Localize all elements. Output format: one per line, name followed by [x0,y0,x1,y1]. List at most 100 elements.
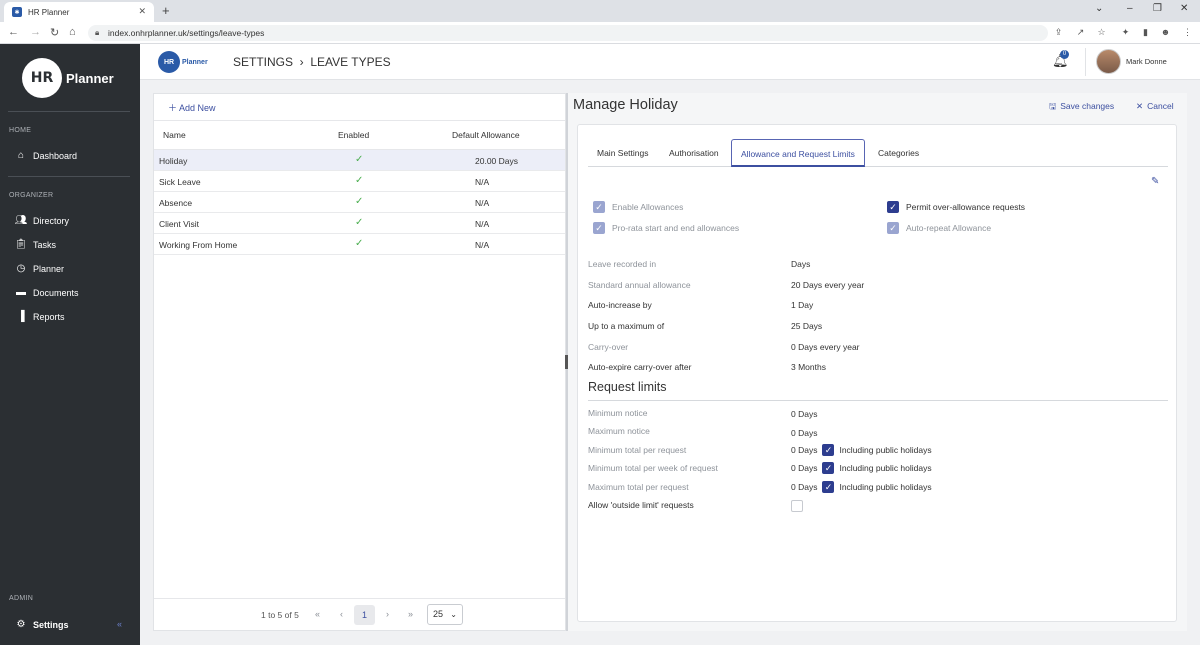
sidebar-item-reports[interactable]: ▐ Reports [14,311,65,322]
setting-value: Days [791,259,811,269]
sidebar-item-settings[interactable]: ⚙ Settings [14,619,69,630]
reload-icon[interactable]: ↻ [50,27,60,39]
cancel-button[interactable]: ✕ Cancel [1136,101,1174,112]
last-page-icon[interactable]: » [408,609,414,619]
section-admin: ADMIN [9,595,34,602]
tab-main-settings[interactable]: Main Settings [597,148,649,158]
column-header-enabled[interactable]: Enabled [338,130,370,140]
browser-tab-title: HR Planner [28,7,70,17]
browser-tab-strip: ✱ HR Planner ✕ + ⌄ – ❐ ✕ [0,0,1200,22]
hr-planner-logo[interactable]: HR Planner [22,56,122,100]
new-tab-icon[interactable]: + [162,3,170,18]
auto-repeat-checkbox[interactable]: ✓ Auto-repeat Allowance [887,222,991,234]
divider [154,149,565,150]
more-menu-icon[interactable]: ⋮ [1183,27,1192,37]
user-name[interactable]: Mark Donne [1126,57,1167,66]
sidebar-item-label: Reports [33,311,65,322]
limit-value: 0 Days [791,445,818,455]
bookmark-star-icon[interactable]: ☆ [1097,27,1106,37]
add-new-button[interactable]: ＋ Add New [168,101,216,114]
limit-value: 0 Days [791,428,818,438]
setting-label: Leave recorded in [588,259,657,269]
sidebar-item-label: Settings [33,619,69,630]
home-icon[interactable]: ⌂ [69,26,76,38]
profile-icon[interactable]: ☻ [1160,27,1171,37]
prev-page-icon[interactable]: ‹ [340,609,343,619]
avatar[interactable] [1096,49,1121,74]
app-logo-badge: HR [158,51,180,73]
setting-label: Carry-over [588,342,629,352]
collapse-sidebar-icon[interactable]: « [117,619,123,629]
current-page-button[interactable]: 1 [354,605,375,625]
include-holidays-checkbox[interactable]: ✓ [822,481,835,493]
sidebar-item-directory[interactable]: 👥︎ Directory [14,215,69,226]
limit-value-row: 0 Days ✓ Including public holidays [791,444,932,456]
next-page-icon[interactable]: › [386,609,389,619]
column-header-name[interactable]: Name [163,130,186,140]
tab-allowance-limits[interactable]: Allowance and Request Limits [731,139,865,167]
checkbox-checked-icon: ✓ [887,201,899,213]
prorata-checkbox[interactable]: ✓ Pro-rata start and end allowances [593,222,739,234]
setting-value: 3 Months [791,362,826,372]
limit-label: Minimum total per week of request [588,463,718,473]
sidebar-item-label: Dashboard [33,150,78,161]
extensions-icon[interactable]: ✦ [1121,27,1130,37]
checkbox-label: Permit over-allowance requests [906,202,1026,212]
sidebar: HR Planner HOME ⌂ Dashboard ORGANIZER 👥︎… [0,44,140,645]
limit-label: Minimum total per request [588,445,687,455]
tab-authorisation[interactable]: Authorisation [669,148,719,158]
home-icon: ⌂ [17,150,25,161]
outside-limit-checkbox[interactable] [791,500,803,512]
table-row[interactable]: Client Visit ✓ N/A [154,213,565,234]
add-new-label: Add New [179,103,216,113]
save-button[interactable]: 🖫︎ Save changes [1049,101,1114,115]
page-size-select[interactable]: 25 ⌄ [427,604,463,625]
sidebar-item-tasks[interactable]: 📋︎ Tasks [14,239,56,250]
browser-tab[interactable]: ✱ HR Planner ✕ [4,2,154,22]
edit-pencil-icon[interactable]: ✎ [1151,176,1160,187]
forward-icon[interactable]: → [30,26,41,38]
close-window-icon[interactable]: ✕ [1180,3,1189,14]
address-bar: ← → ↻ ⌂ 🔒︎ index.onhrplanner.uk/settings… [0,22,1200,44]
row-name: Sick Leave [159,177,201,187]
limit-label: Allow 'outside limit' requests [588,500,694,510]
close-icon: ✕ [1136,101,1144,111]
checkbox-label: Auto-repeat Allowance [906,223,992,233]
sidepanel-icon[interactable]: ▮ [1143,27,1148,37]
splitter-handle[interactable] [565,355,568,369]
setting-label: Up to a maximum of [588,321,665,331]
column-header-allowance[interactable]: Default Allowance [452,130,520,140]
lock-icon: 🔒︎ [95,28,100,37]
pagination-info: 1 to 5 of 5 [261,610,299,620]
table-row[interactable]: Holiday ✓ 20.00 Days [154,150,565,171]
permit-over-allowance-checkbox[interactable]: ✓ Permit over-allowance requests [887,201,1025,213]
close-tab-icon[interactable]: ✕ [138,6,146,16]
include-holidays-checkbox[interactable]: ✓ [822,462,835,474]
table-row[interactable]: Working From Home ✓ N/A [154,234,565,255]
sidebar-item-label: Tasks [33,239,57,250]
table-row[interactable]: Sick Leave ✓ N/A [154,171,565,192]
app-logo[interactable]: HR Planner [158,50,216,74]
tab-categories[interactable]: Categories [878,148,920,158]
minimize-icon[interactable]: – [1127,3,1133,14]
sidebar-item-documents[interactable]: ▬ Documents [14,287,79,298]
chevron-down-icon[interactable]: ⌄ [1095,3,1104,14]
url-field[interactable]: 🔒︎ index.onhrplanner.uk/settings/leave-t… [88,25,1048,41]
sidebar-item-planner[interactable]: ◷ Planner [14,263,64,274]
send-icon[interactable]: ↗ [1076,27,1085,37]
table-row[interactable]: Absence ✓ N/A [154,192,565,213]
request-limits-title: Request limits [588,380,667,394]
limit-label: Maximum total per request [588,482,689,492]
back-icon[interactable]: ← [8,26,19,38]
include-holidays-checkbox[interactable]: ✓ [822,444,835,456]
restore-icon[interactable]: ❐ [1153,3,1162,14]
row-allowance: 20.00 Days [475,156,518,166]
share-icon[interactable]: ⇪ [1054,27,1063,37]
enable-allowances-checkbox[interactable]: ✓ Enable Allowances [593,201,683,213]
manage-panel: Manage Holiday 🖫︎ Save changes ✕ Cancel Ma… [568,93,1187,631]
plus-icon: ＋ [168,103,180,113]
limit-value: 0 Days [791,409,818,419]
save-icon: 🖫︎ [1049,101,1057,111]
sidebar-item-dashboard[interactable]: ⌂ Dashboard [14,150,77,161]
first-page-icon[interactable]: « [315,609,321,619]
